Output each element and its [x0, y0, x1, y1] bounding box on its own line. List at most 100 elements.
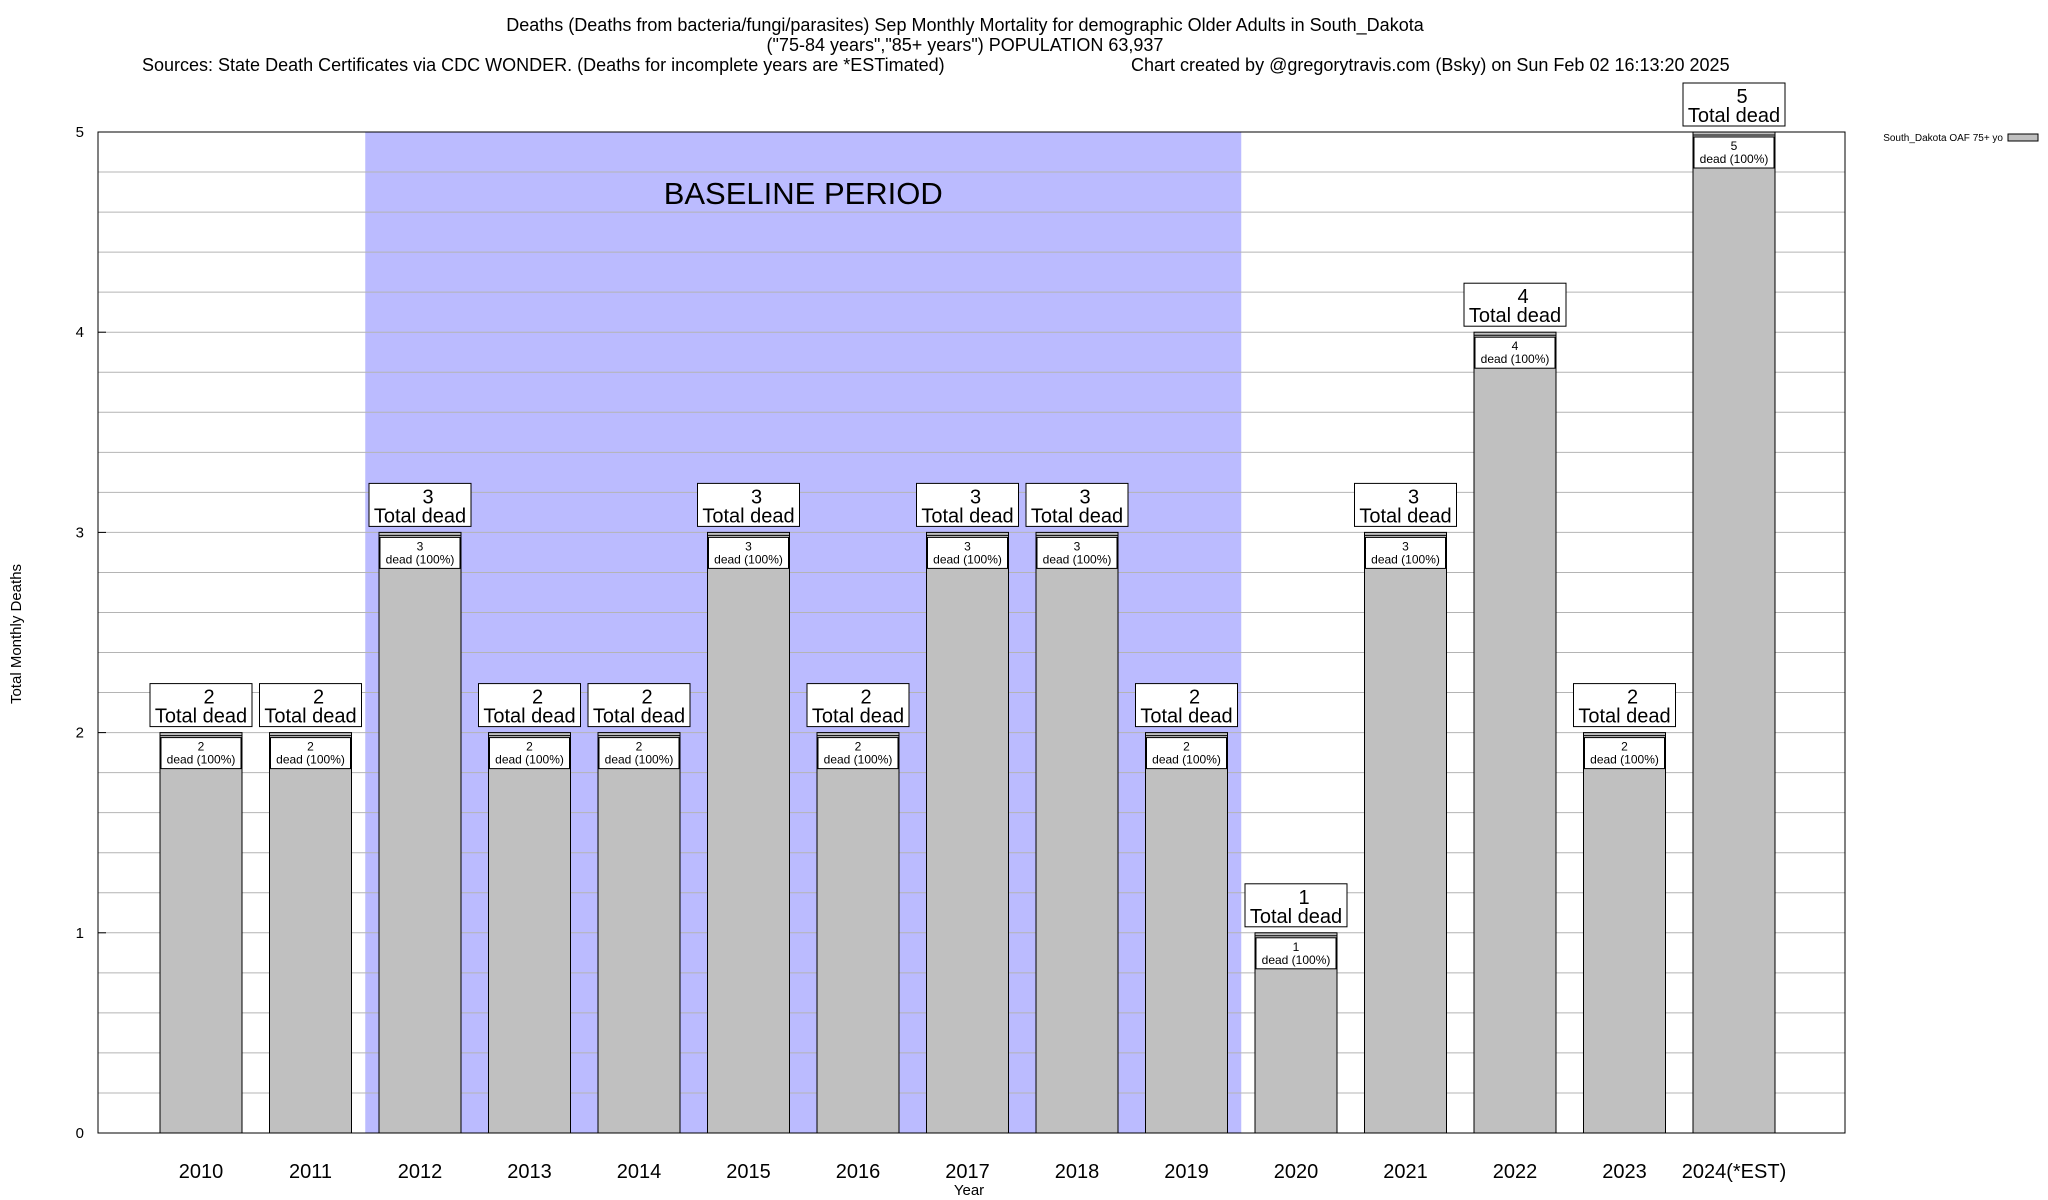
total-dead-label: Total dead [155, 706, 247, 728]
segment-label-box [927, 536, 1008, 569]
bar [1145, 732, 1228, 1134]
chart-sources: Sources: State Death Certificates via CD… [142, 55, 945, 75]
segment-value-label: 2 [1621, 740, 1628, 754]
total-label-box [916, 482, 1019, 527]
segment-value-label: 3 [417, 539, 424, 553]
total-value-label: 2 [532, 687, 543, 709]
bar [488, 732, 571, 1134]
bar [926, 531, 1009, 1134]
y-tick-label: 3 [76, 524, 84, 541]
x-tick-label: 2010 [179, 1161, 224, 1183]
bar [816, 732, 900, 1134]
total-label-box [806, 683, 910, 728]
segment-value-label: 3 [1402, 539, 1409, 553]
bar [1364, 531, 1447, 1134]
segment-pct-label: dead (100%) [605, 753, 674, 767]
segment-value-label: 5 [1731, 139, 1738, 153]
segment-pct-label: dead (100%) [1481, 352, 1550, 366]
segment-pct-label: dead (100%) [495, 753, 564, 767]
total-label-box [1135, 683, 1238, 728]
total-label-box [1244, 883, 1348, 928]
total-label-box [587, 683, 691, 728]
y-tick-label: 1 [76, 925, 84, 942]
x-tick-label: 2024(*EST) [1682, 1161, 1787, 1183]
segment-label-box [160, 737, 242, 770]
segment-value-label: 2 [636, 740, 643, 754]
x-tick-label: 2018 [1055, 1161, 1100, 1183]
total-value-label: 3 [751, 486, 762, 508]
segment-label-box [1255, 937, 1337, 970]
x-tick-label: 2015 [726, 1161, 771, 1183]
segment-label-box [817, 737, 899, 770]
segment-pct-label: dead (100%) [1152, 753, 1221, 767]
chart-credit: Chart created by @gregorytravis.com (Bsk… [1131, 55, 1730, 75]
x-tick-label: 2022 [1493, 1161, 1538, 1183]
segment-label-box [270, 737, 351, 770]
segment-label-box [1146, 737, 1227, 770]
y-tick-label: 0 [76, 1125, 84, 1142]
x-tick-label: 2013 [507, 1161, 552, 1183]
segment-pct-label: dead (100%) [824, 753, 893, 767]
total-label-box [1463, 282, 1567, 327]
total-dead-label: Total dead [812, 706, 904, 728]
segment-label-box [1584, 737, 1665, 770]
total-value-label: 2 [860, 687, 871, 709]
y-tick-label: 4 [76, 324, 84, 341]
segment-pct-label: dead (100%) [1700, 152, 1769, 166]
total-dead-label: Total dead [1250, 906, 1342, 928]
total-dead-label: Total dead [264, 706, 356, 728]
bar [707, 531, 790, 1134]
chart-title-line2: ("75-84 years","85+ years") POPULATION 6… [767, 35, 1164, 55]
total-label-box [149, 683, 253, 728]
segment-pct-label: dead (100%) [1043, 552, 1112, 566]
total-label-box [1573, 683, 1676, 728]
bar [159, 732, 243, 1134]
segment-pct-label: dead (100%) [1262, 953, 1331, 967]
segment-label-box [379, 536, 461, 569]
segment-label-box [489, 737, 570, 770]
segment-value-label: 2 [855, 740, 862, 754]
x-tick-label: 2012 [398, 1161, 443, 1183]
bar [597, 732, 681, 1134]
y-tick-label: 5 [76, 124, 84, 141]
total-label-box [259, 683, 362, 728]
total-dead-label: Total dead [1140, 706, 1232, 728]
total-dead-label: Total dead [593, 706, 685, 728]
total-value-label: 1 [1298, 887, 1309, 909]
segment-pct-label: dead (100%) [276, 753, 345, 767]
total-dead-label: Total dead [483, 706, 575, 728]
x-tick-label: 2016 [836, 1161, 881, 1183]
y-axis-label: Total Monthly Deaths [8, 564, 25, 704]
segment-value-label: 2 [198, 740, 205, 754]
total-value-label: 2 [1627, 687, 1638, 709]
bar [378, 531, 462, 1134]
segment-value-label: 2 [526, 740, 533, 754]
total-dead-label: Total dead [1469, 305, 1561, 327]
bar [1692, 131, 1776, 1134]
segment-pct-label: dead (100%) [1590, 753, 1659, 767]
segment-value-label: 1 [1293, 940, 1300, 954]
segment-pct-label: dead (100%) [714, 552, 783, 566]
plot-frame [97, 131, 1846, 1134]
total-label-box [697, 482, 800, 527]
segment-pct-label: dead (100%) [386, 552, 455, 566]
total-dead-label: Total dead [1359, 505, 1451, 527]
x-tick-label: 2020 [1274, 1161, 1319, 1183]
total-label-box [1682, 82, 1786, 127]
segment-pct-label: dead (100%) [167, 753, 236, 767]
total-label-box [478, 683, 581, 728]
y-tick-label: 2 [76, 725, 84, 742]
x-tick-label: 2017 [945, 1161, 990, 1183]
segment-value-label: 3 [1074, 539, 1081, 553]
legend-label: South_Dakota OAF 75+ yo [1883, 133, 2003, 144]
total-value-label: 3 [1408, 486, 1419, 508]
x-tick-label: 2011 [289, 1161, 332, 1183]
x-axis-label: Year [954, 1182, 984, 1199]
x-tick-label: 2014 [617, 1161, 662, 1183]
segment-pct-label: dead (100%) [1371, 552, 1440, 566]
bar [1583, 732, 1666, 1134]
total-value-label: 3 [970, 486, 981, 508]
total-value-label: 2 [203, 687, 214, 709]
segment-value-label: 2 [1183, 740, 1190, 754]
segment-label-box [598, 737, 680, 770]
